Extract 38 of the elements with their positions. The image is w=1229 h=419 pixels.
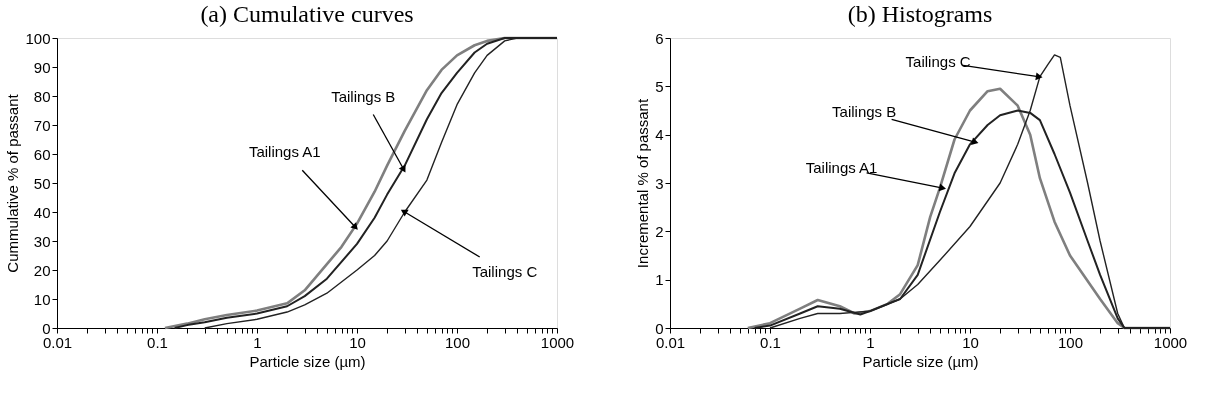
- y-tick-label: 60: [33, 145, 51, 163]
- x-tick-label: 100: [444, 333, 471, 351]
- y-tick-label: 5: [655, 77, 664, 95]
- y-tick-label: 30: [33, 232, 51, 250]
- x-tick-label: 100: [1057, 333, 1084, 351]
- y-axis-title: Cummulative % of passant: [4, 93, 22, 273]
- x-tick-label: 10: [349, 333, 366, 351]
- chart-title: (b) Histograms: [847, 1, 993, 27]
- y-tick-label: 90: [33, 58, 51, 76]
- y-tick-label: 4: [655, 126, 664, 144]
- y-tick-label: 3: [655, 174, 664, 192]
- x-tick-label: 0.1: [147, 333, 168, 351]
- y-tick-label: 50: [33, 174, 51, 192]
- y-tick-label: 2: [655, 222, 664, 240]
- y-tick-label: 1: [655, 271, 664, 289]
- y-tick-label: 70: [33, 116, 51, 134]
- annotation: Tailings C: [905, 52, 971, 70]
- y-tick-label: 100: [25, 29, 51, 47]
- y-axis-title: Incremental % of passant: [634, 98, 652, 269]
- y-tick-label: 6: [655, 29, 664, 47]
- annotation: Tailings B: [832, 102, 897, 120]
- y-tick-label: 80: [33, 87, 51, 105]
- x-tick-label: 1000: [1153, 333, 1188, 351]
- annotation: Tailings B: [331, 87, 396, 105]
- annotation: Tailings A1: [248, 142, 321, 160]
- x-tick-label: 0.1: [760, 333, 781, 351]
- x-tick-label: 1: [866, 333, 875, 351]
- x-tick-label: 10: [962, 333, 979, 351]
- x-axis-title: Particle size (µm): [862, 352, 979, 370]
- x-tick-label: 1: [253, 333, 262, 351]
- annotation: Tailings A1: [805, 158, 878, 176]
- chart-title: (a) Cumulative curves: [200, 1, 414, 27]
- annotation: Tailings C: [472, 263, 538, 280]
- y-tick-label: 10: [33, 290, 51, 308]
- x-axis-title: Particle size (µm): [249, 352, 366, 370]
- y-tick-label: 40: [33, 203, 51, 221]
- y-tick-label: 20: [33, 261, 51, 279]
- x-tick-label: 1000: [540, 333, 575, 351]
